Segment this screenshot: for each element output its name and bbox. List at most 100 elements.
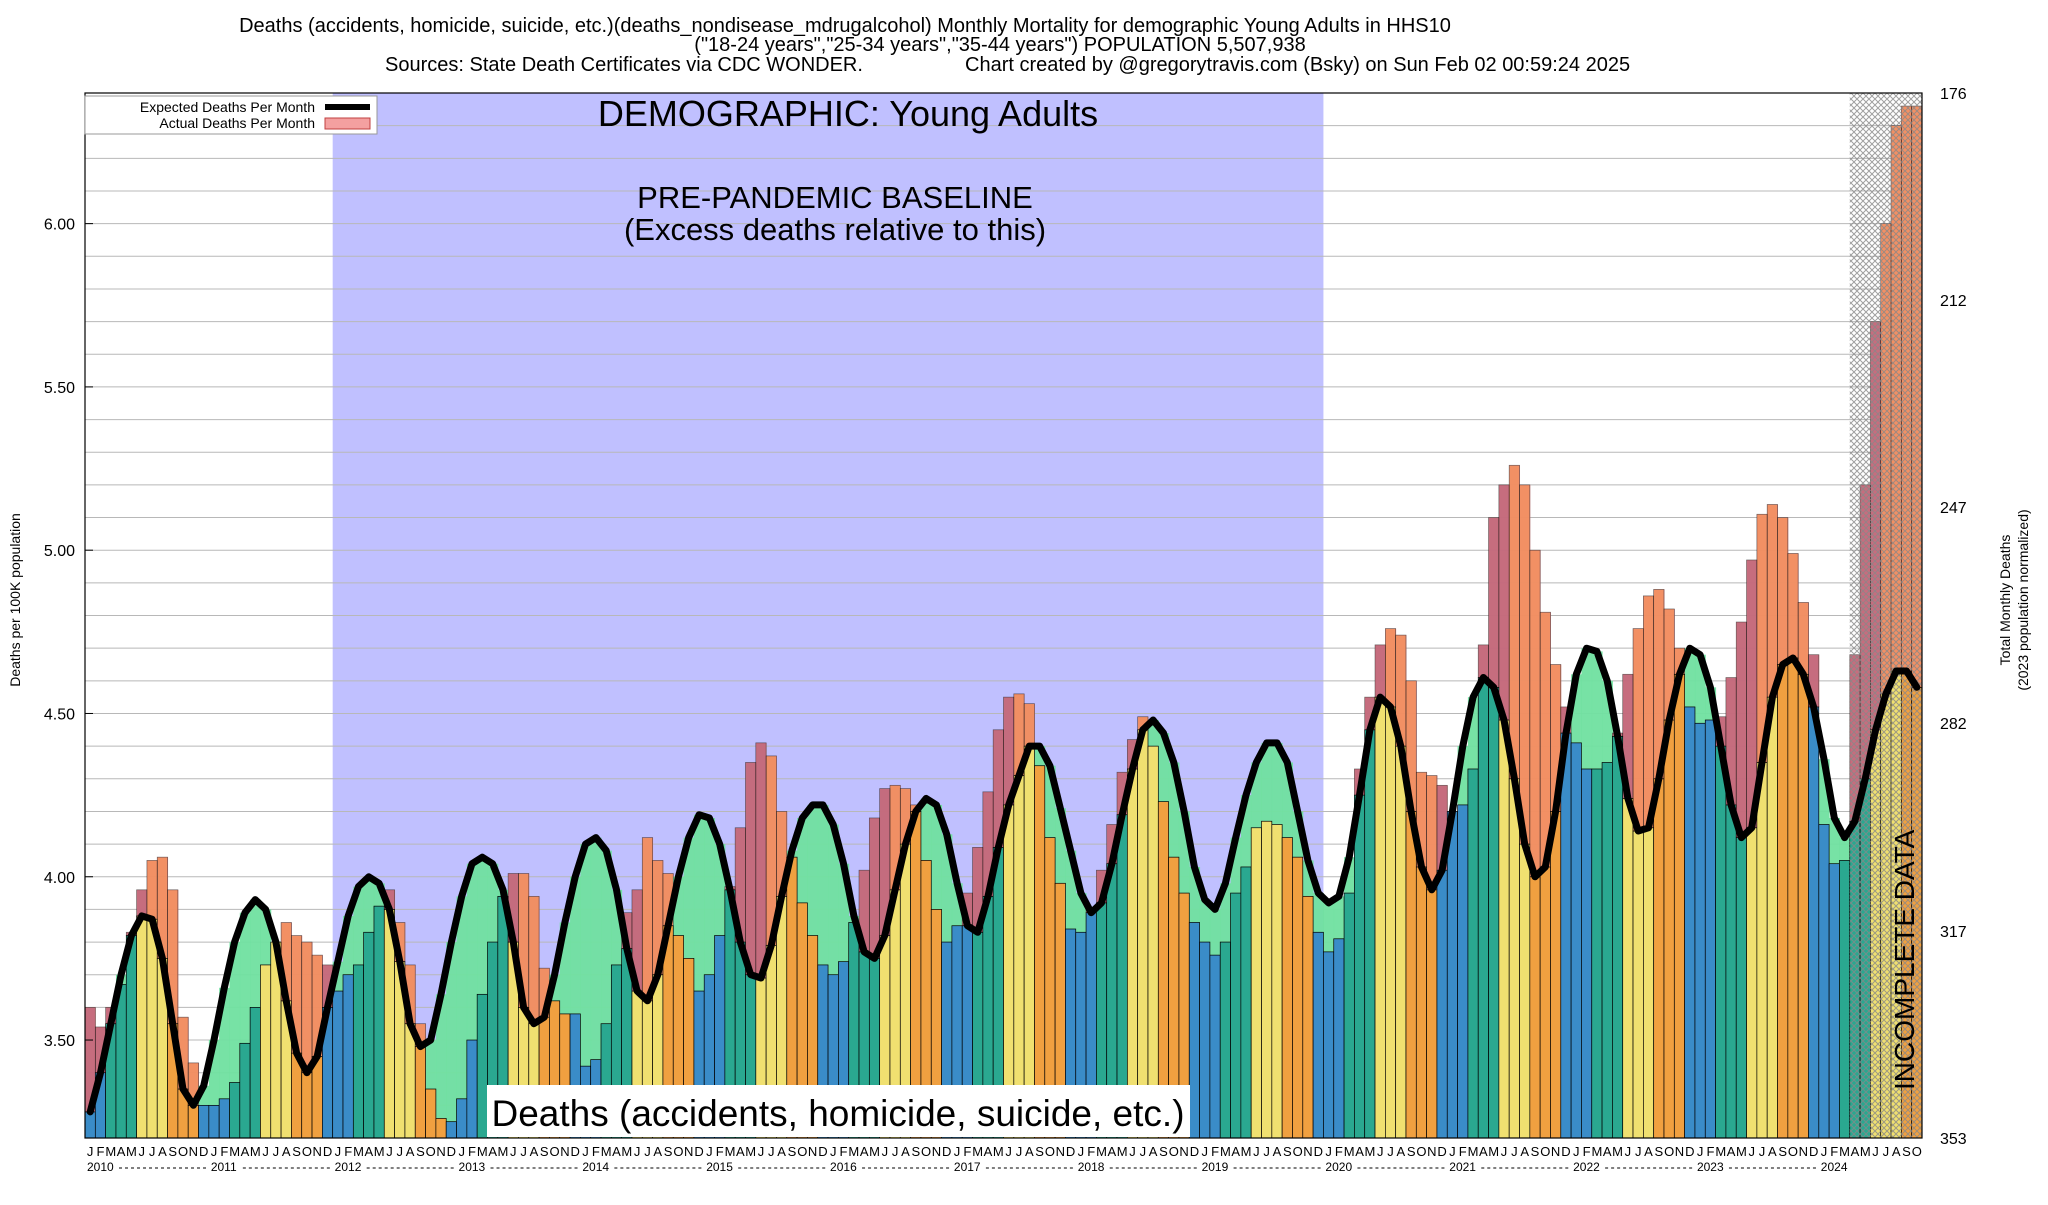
- x-tick-month: M: [1860, 1144, 1871, 1159]
- deficit-area: [931, 804, 943, 910]
- x-tick-month: F: [97, 1144, 105, 1159]
- expected-line: [86, 644, 1921, 1116]
- deficit-area: [425, 1040, 437, 1090]
- sources-note: Sources: State Death Certificates via CD…: [385, 54, 863, 76]
- deficit-area: [1467, 697, 1479, 769]
- x-tick-month: N: [684, 1144, 693, 1159]
- x-tick-year: 2019: [1202, 1160, 1229, 1174]
- x-tick-month: D: [447, 1144, 456, 1159]
- deficit-area: [1839, 837, 1851, 861]
- bar-actual: [1560, 732, 1572, 1139]
- x-tick-month: A: [1644, 1144, 1653, 1159]
- deficit-area: [1199, 899, 1211, 943]
- bar-actual: [1591, 768, 1603, 1139]
- x-tick-month: J: [335, 1144, 342, 1159]
- bar-actual: [1426, 889, 1438, 1139]
- x-tick-month: D: [1685, 1144, 1694, 1159]
- bar-actual: [1725, 804, 1737, 1139]
- deficit-area: [1065, 850, 1077, 929]
- deficit-area: [1591, 651, 1603, 769]
- x-tick-month: J: [87, 1144, 94, 1159]
- x-tick-month: A: [1520, 1144, 1529, 1159]
- x-tick-month: O: [1045, 1144, 1055, 1159]
- bar-excess: [146, 860, 158, 920]
- bar-actual: [1302, 895, 1314, 1139]
- deficit-area: [1292, 811, 1304, 858]
- chart-title: Deaths (accidents, homicide, suicide, et…: [239, 15, 1451, 37]
- deficit-area: [611, 889, 623, 965]
- x-tick-month: J: [1016, 1144, 1023, 1159]
- y-axis-label-right-sub: (2023 population normalized): [2015, 509, 2031, 690]
- bar-actual: [1477, 677, 1489, 1139]
- bar-actual: [1550, 811, 1562, 1139]
- bar-actual: [1126, 768, 1139, 1139]
- bar-actual: [466, 1039, 478, 1139]
- x-tick-month: O: [302, 1144, 312, 1159]
- x-tick-month: J: [1005, 1144, 1012, 1159]
- bar-actual: [84, 1111, 96, 1139]
- bar-actual: [1219, 941, 1231, 1139]
- bar-actual: [1663, 719, 1675, 1139]
- bar-actual: [1797, 673, 1809, 1139]
- deficit-area: [828, 824, 839, 975]
- credit-note: Chart created by @gregorytravis.com (Bsk…: [965, 54, 1630, 76]
- bar-actual: [1343, 892, 1355, 1139]
- x-tick-month: F: [1706, 1144, 1714, 1159]
- x-tick-month: O: [178, 1144, 188, 1159]
- bar-actual: [1529, 876, 1541, 1139]
- bar-actual: [249, 1007, 261, 1139]
- bar-actual: [1240, 866, 1252, 1139]
- x-tick-month: J: [1697, 1144, 1704, 1159]
- deficit-area: [601, 850, 612, 1024]
- bar-actual: [404, 1023, 416, 1139]
- deficit-area: [1189, 866, 1201, 923]
- x-tick-month: M: [353, 1144, 364, 1159]
- deficit-area: [487, 863, 499, 943]
- x-tick-month: A: [158, 1144, 167, 1159]
- x-tick-month: M: [229, 1144, 240, 1159]
- deficit-area: [1344, 857, 1355, 894]
- bar-actual: [1612, 735, 1624, 1139]
- x-tick-month: M: [848, 1144, 859, 1159]
- legend-swatch-actual: [324, 117, 371, 130]
- x-tick-month: M: [745, 1144, 756, 1159]
- x-tick-month: D: [1561, 1144, 1570, 1159]
- x-tick-month: A: [241, 1144, 250, 1159]
- bar-excess: [1519, 484, 1531, 845]
- x-tick-month: N: [932, 1144, 941, 1159]
- x-tick-month: J: [510, 1144, 517, 1159]
- deficit-area: [260, 909, 272, 965]
- x-tick-month: M: [126, 1144, 137, 1159]
- bar-actual: [342, 974, 354, 1139]
- x-tick-month: M: [869, 1144, 880, 1159]
- deficit-area: [1251, 762, 1263, 828]
- x-tick-month: S: [788, 1144, 797, 1159]
- deficit-area: [1158, 733, 1170, 802]
- x-tick-month: A: [984, 1144, 993, 1159]
- x-tick-month: D: [818, 1144, 827, 1159]
- bar-excess: [301, 941, 313, 1074]
- chart-subtitle: ("18-24 years","25-34 years","35-44 year…: [694, 34, 1305, 56]
- x-tick-month: J: [386, 1144, 393, 1159]
- x-tick-month: S: [1654, 1144, 1663, 1159]
- x-tick-month: S: [1407, 1144, 1416, 1159]
- x-tick-month: M: [621, 1144, 632, 1159]
- x-tick-month: J: [1129, 1144, 1136, 1159]
- x-tick-month: N: [1179, 1144, 1188, 1159]
- bar-actual: [1632, 830, 1644, 1139]
- plot-frame: [84, 92, 1923, 1139]
- x-tick-month: S: [664, 1144, 673, 1159]
- bar-excess: [1632, 628, 1644, 832]
- x-tick-month: F: [716, 1144, 724, 1159]
- bar-actual: [1715, 745, 1727, 1139]
- deficit-area: [1209, 909, 1221, 956]
- x-tick-month: S: [1283, 1144, 1292, 1159]
- bar-actual: [1395, 745, 1407, 1139]
- bar-actual: [1581, 768, 1593, 1139]
- x-tick-month: J: [1573, 1144, 1580, 1159]
- legend: Expected Deaths Per Month Actual Deaths …: [84, 95, 378, 135]
- bar-actual: [1209, 954, 1221, 1139]
- bar-actual: [1250, 827, 1262, 1139]
- bar-actual: [1364, 729, 1376, 1139]
- deficit-area: [1282, 762, 1293, 838]
